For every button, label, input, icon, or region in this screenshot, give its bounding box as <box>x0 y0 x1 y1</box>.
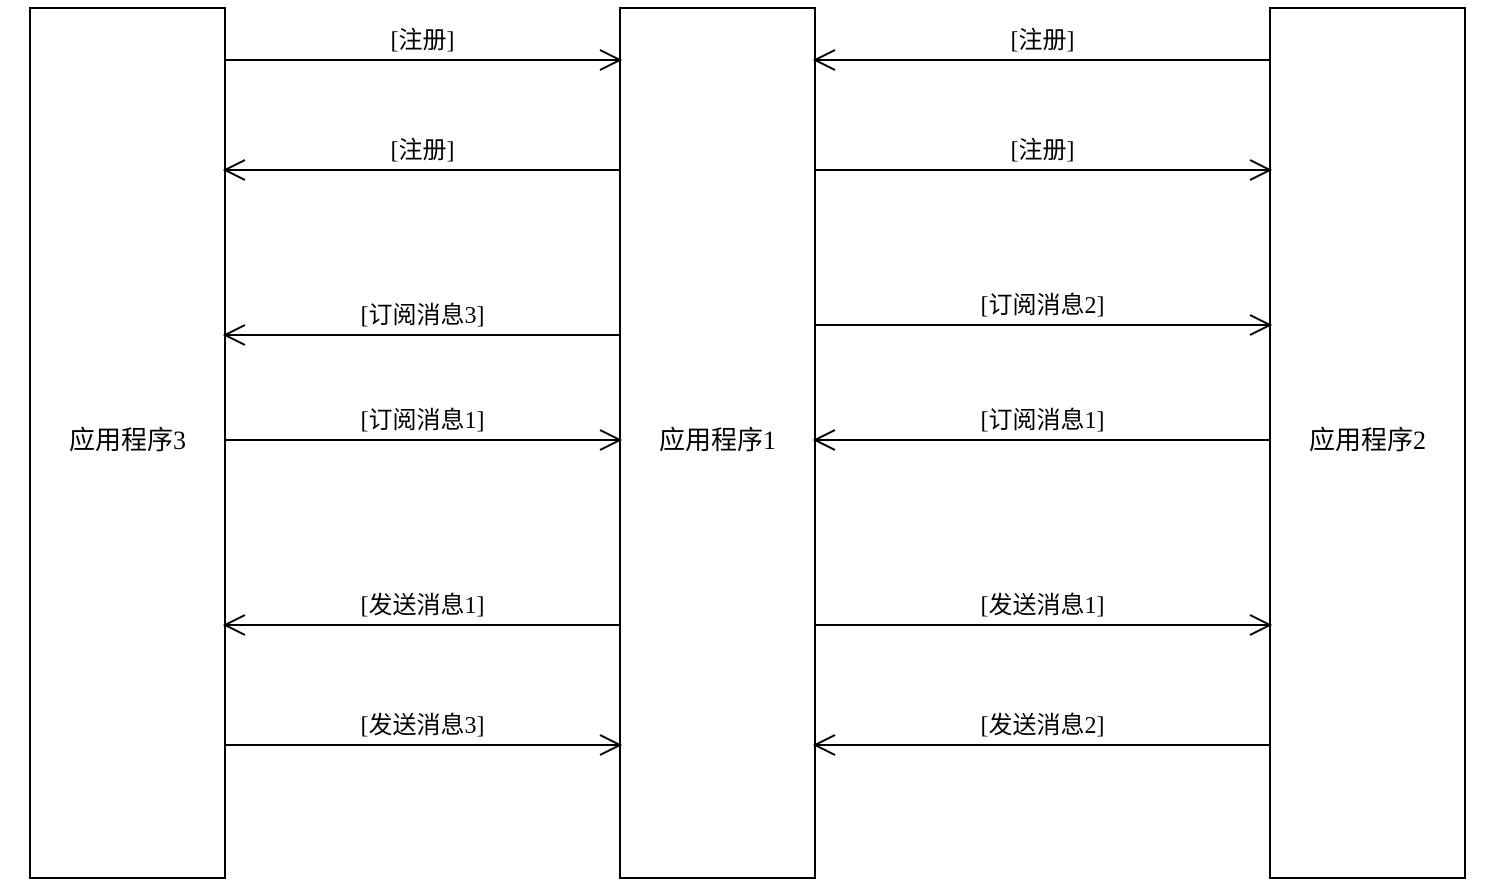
msg-left-1: [注册] <box>225 137 620 180</box>
lifeline-label-app2: 应用程序2 <box>1309 426 1426 455</box>
message-label: [订阅消息2] <box>981 292 1105 319</box>
message-label: [发送消息1] <box>981 592 1105 619</box>
message-label: [订阅消息3] <box>361 302 485 329</box>
msg-right-4: [发送消息1] <box>815 592 1270 635</box>
msg-left-3: [订阅消息1] <box>225 407 620 450</box>
lifeline-label-app1: 应用程序1 <box>659 426 776 455</box>
message-label: [注册] <box>1011 27 1075 54</box>
msg-left-2: [订阅消息3] <box>225 302 620 345</box>
msg-right-3: [订阅消息1] <box>815 407 1270 450</box>
message-label: [发送消息2] <box>981 712 1105 739</box>
msg-right-1: [注册] <box>815 137 1270 180</box>
message-label: [注册] <box>1011 137 1075 164</box>
message-label: [发送消息3] <box>361 712 485 739</box>
message-label: [订阅消息1] <box>981 407 1105 434</box>
msg-right-2: [订阅消息2] <box>815 292 1270 335</box>
message-label: [注册] <box>391 137 455 164</box>
sequence-diagram: 应用程序3 应用程序1 应用程序2 [注册] [注册] [订阅消息3] [订阅消息1] [发送… <box>0 0 1500 896</box>
msg-left-0: [注册] <box>225 27 620 70</box>
message-label: [注册] <box>391 27 455 54</box>
msg-right-5: [发送消息2] <box>815 712 1270 755</box>
message-label: [订阅消息1] <box>361 407 485 434</box>
msg-right-0: [注册] <box>815 27 1270 70</box>
lifeline-label-app3: 应用程序3 <box>69 426 186 455</box>
msg-left-5: [发送消息3] <box>225 712 620 755</box>
message-label: [发送消息1] <box>361 592 485 619</box>
msg-left-4: [发送消息1] <box>225 592 620 635</box>
